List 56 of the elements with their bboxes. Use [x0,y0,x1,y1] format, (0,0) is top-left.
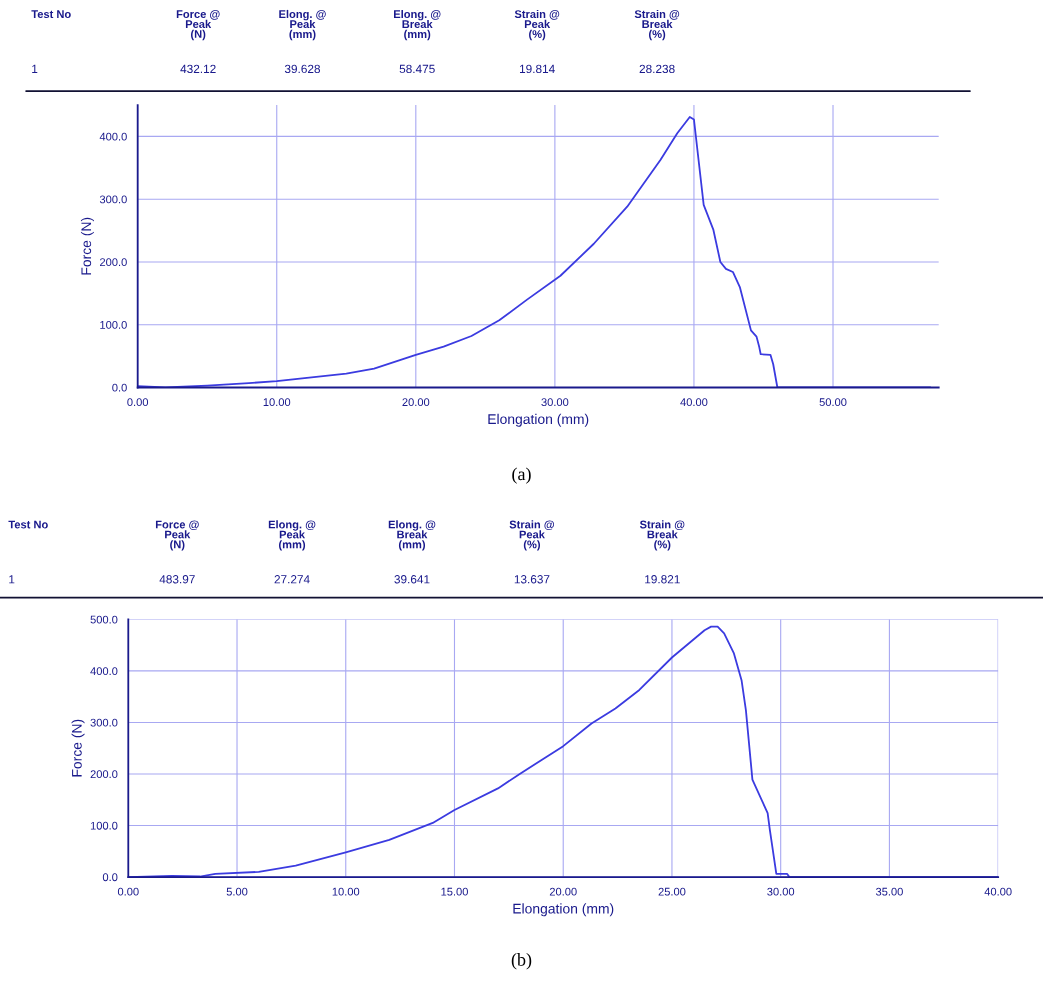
text: 1 [32,64,38,73]
x-tick-label: 30.00 [767,887,795,896]
text: 483.97 [159,575,195,584]
text: Force @ Peak (N) [176,10,220,41]
x-axis-title: Elongation (mm) [488,413,589,427]
text: 1 [9,575,15,584]
x-tick-label: 40.00 [984,887,1012,896]
x-tick-label: 0.00 [117,887,139,896]
x-tick-label: 0.00 [127,398,149,407]
x-tick-label: 40.00 [680,398,708,407]
text: Test No [8,520,48,529]
x-tick-label: 10.00 [332,887,360,896]
x-tick-label: 20.00 [402,398,430,407]
text: Force @ Peak (N) [155,520,199,551]
y-tick-label: 400.0 [99,132,127,141]
y-tick-label: 0.0 [112,383,127,392]
x-tick-label: 20.00 [549,887,577,896]
text: 39.641 [394,575,430,584]
text: 58.475 [399,64,435,74]
text: 432.12 [180,64,216,74]
text: 19.814 [519,64,555,74]
y-tick-label: 400.0 [90,667,118,676]
x-tick-label: 15.00 [441,887,468,896]
x-tick-label: 10.00 [263,398,291,407]
text: Elong. @ Break (mm) [394,9,441,41]
y-tick-label: 200.0 [90,770,118,779]
x-tick-label: 30.00 [541,398,569,407]
text: Test No [31,10,71,19]
text: Strain @ Break (%) [634,9,680,41]
text: Strain @ Peak (%) [509,520,554,551]
y-tick-label: 100.0 [90,821,118,830]
y-tick-label: 100.0 [100,320,127,329]
text: 13.637 [514,575,550,584]
text: 19.821 [645,575,680,584]
x-tick-label: 50.00 [819,398,847,407]
y-tick-label: 200.0 [100,258,127,267]
y-tick-label: 300.0 [99,195,127,204]
x-tick-label: 5.00 [226,887,248,896]
text: 39.628 [284,64,321,74]
text: (b) [511,953,532,970]
text: Strain @ Break (%) [639,520,685,551]
x-tick-label: 25.00 [658,887,686,896]
y-axis-title: Force (N) [80,217,94,275]
y-tick-label: 300.0 [90,718,118,727]
text: 28.238 [639,64,675,74]
text: Elong. @ Break (mm) [388,520,436,551]
x-tick-label: 35.00 [875,887,903,896]
text: Strain @ Peak (%) [514,9,560,41]
x-axis-title: Elongation (mm) [513,903,614,917]
text: Elong. @ Peak (mm) [268,520,316,551]
text: Elong. @ Peak (mm) [279,9,326,41]
y-tick-label: 0.0 [102,873,118,882]
text: (a) [512,467,531,484]
y-tick-label: 500.0 [90,615,118,624]
y-axis-title: Force (N) [71,719,85,777]
text: 27.274 [274,575,310,584]
